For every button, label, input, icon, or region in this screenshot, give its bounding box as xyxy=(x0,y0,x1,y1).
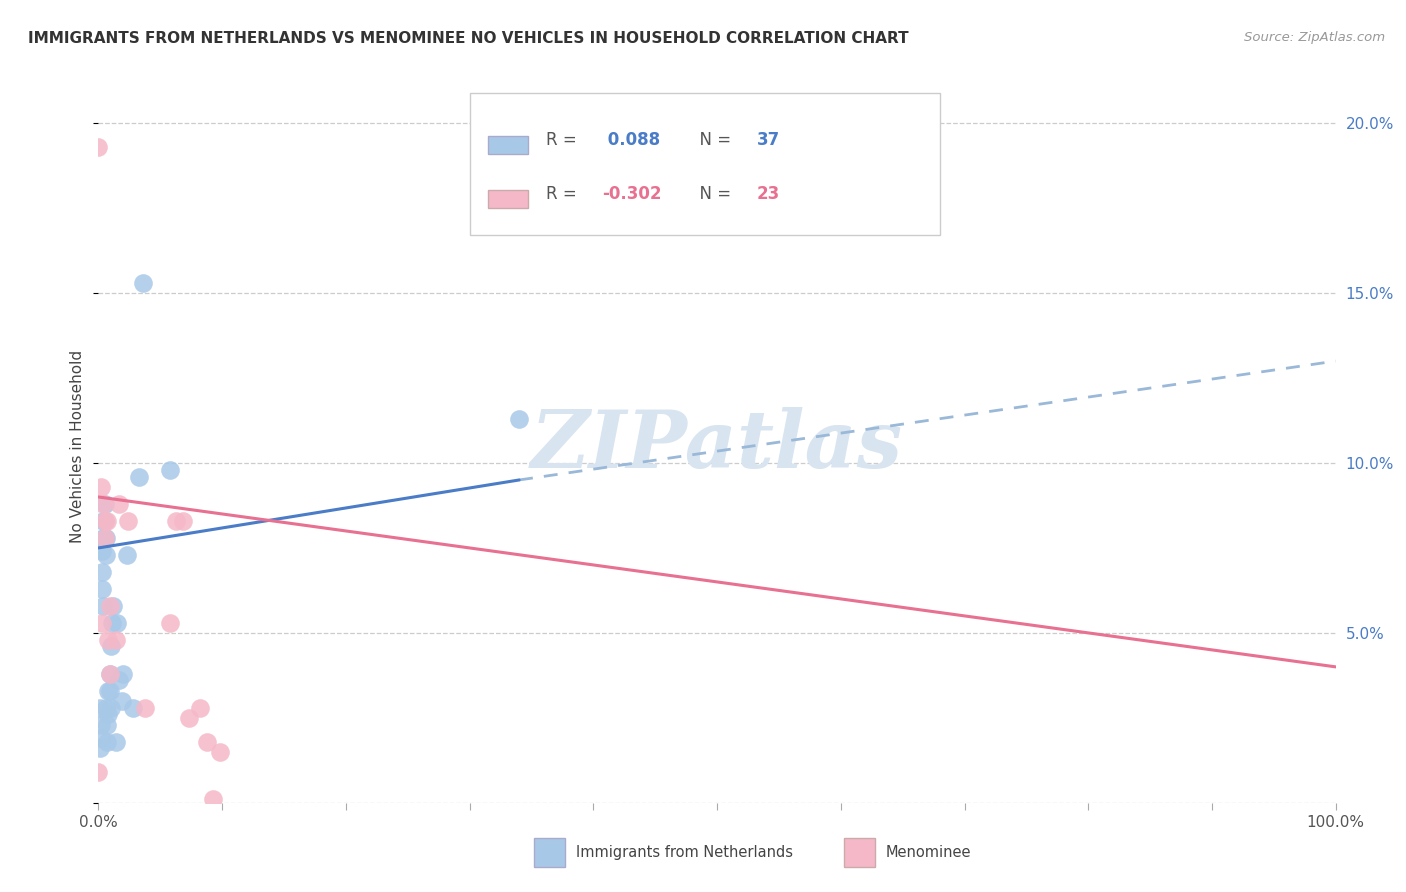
Point xyxy=(98,599,121,613)
Point xyxy=(104,734,127,748)
Point xyxy=(91,565,114,579)
Point xyxy=(93,514,115,528)
Point xyxy=(165,514,187,528)
Point xyxy=(208,745,231,759)
Text: Source: ZipAtlas.com: Source: ZipAtlas.com xyxy=(1244,31,1385,45)
Point xyxy=(103,599,125,613)
Text: 23: 23 xyxy=(756,185,780,202)
Point xyxy=(93,497,115,511)
Point xyxy=(105,615,128,630)
Point xyxy=(172,514,194,528)
Point xyxy=(91,615,114,630)
Point xyxy=(93,531,115,545)
Point xyxy=(508,412,530,426)
Point xyxy=(100,700,122,714)
Y-axis label: No Vehicles in Household: No Vehicles in Household xyxy=(70,350,86,542)
Point xyxy=(202,792,225,806)
Point xyxy=(94,531,117,545)
Point xyxy=(112,666,135,681)
Text: 37: 37 xyxy=(756,131,780,149)
Point xyxy=(115,548,138,562)
Text: 0.088: 0.088 xyxy=(602,131,661,149)
Point xyxy=(98,666,121,681)
Point xyxy=(91,582,114,596)
Point xyxy=(108,497,131,511)
FancyBboxPatch shape xyxy=(470,93,939,235)
Point xyxy=(93,497,115,511)
Point xyxy=(93,531,115,545)
Point xyxy=(188,700,211,714)
Point xyxy=(100,640,122,654)
Point xyxy=(96,734,118,748)
Point xyxy=(177,711,200,725)
Point xyxy=(159,615,181,630)
Point xyxy=(90,731,112,746)
Text: IMMIGRANTS FROM NETHERLANDS VS MENOMINEE NO VEHICLES IN HOUSEHOLD CORRELATION CH: IMMIGRANTS FROM NETHERLANDS VS MENOMINEE… xyxy=(28,31,908,46)
Point xyxy=(89,700,111,714)
Point xyxy=(93,599,115,613)
Point xyxy=(97,683,120,698)
Point xyxy=(134,700,156,714)
Text: N =: N = xyxy=(689,185,735,202)
Point xyxy=(195,734,218,748)
Point xyxy=(89,741,111,756)
Point xyxy=(97,632,120,647)
Point xyxy=(93,531,115,545)
Point xyxy=(108,673,131,688)
Point xyxy=(117,514,139,528)
Text: Menominee: Menominee xyxy=(886,846,972,860)
Point xyxy=(87,140,110,154)
Point xyxy=(93,514,115,528)
Point xyxy=(91,544,114,558)
Bar xyxy=(488,136,527,154)
Point xyxy=(94,548,117,562)
Bar xyxy=(488,190,527,208)
Point xyxy=(90,717,112,731)
Point xyxy=(98,683,121,698)
Point xyxy=(159,463,181,477)
Point xyxy=(96,514,118,528)
Point xyxy=(111,694,134,708)
Text: N =: N = xyxy=(689,131,735,149)
Point xyxy=(97,707,120,722)
Point xyxy=(96,717,118,731)
Point xyxy=(104,632,127,647)
Point xyxy=(128,469,150,483)
Point xyxy=(101,615,124,630)
Text: -0.302: -0.302 xyxy=(602,185,661,202)
Point xyxy=(87,765,110,780)
Text: R =: R = xyxy=(547,185,582,202)
Text: Immigrants from Netherlands: Immigrants from Netherlands xyxy=(576,846,793,860)
Point xyxy=(90,480,112,494)
Point xyxy=(93,514,115,528)
Point xyxy=(132,276,155,290)
Text: R =: R = xyxy=(547,131,582,149)
Text: ZIPatlas: ZIPatlas xyxy=(531,408,903,484)
Point xyxy=(98,666,121,681)
Point xyxy=(122,700,145,714)
Point xyxy=(94,700,117,714)
